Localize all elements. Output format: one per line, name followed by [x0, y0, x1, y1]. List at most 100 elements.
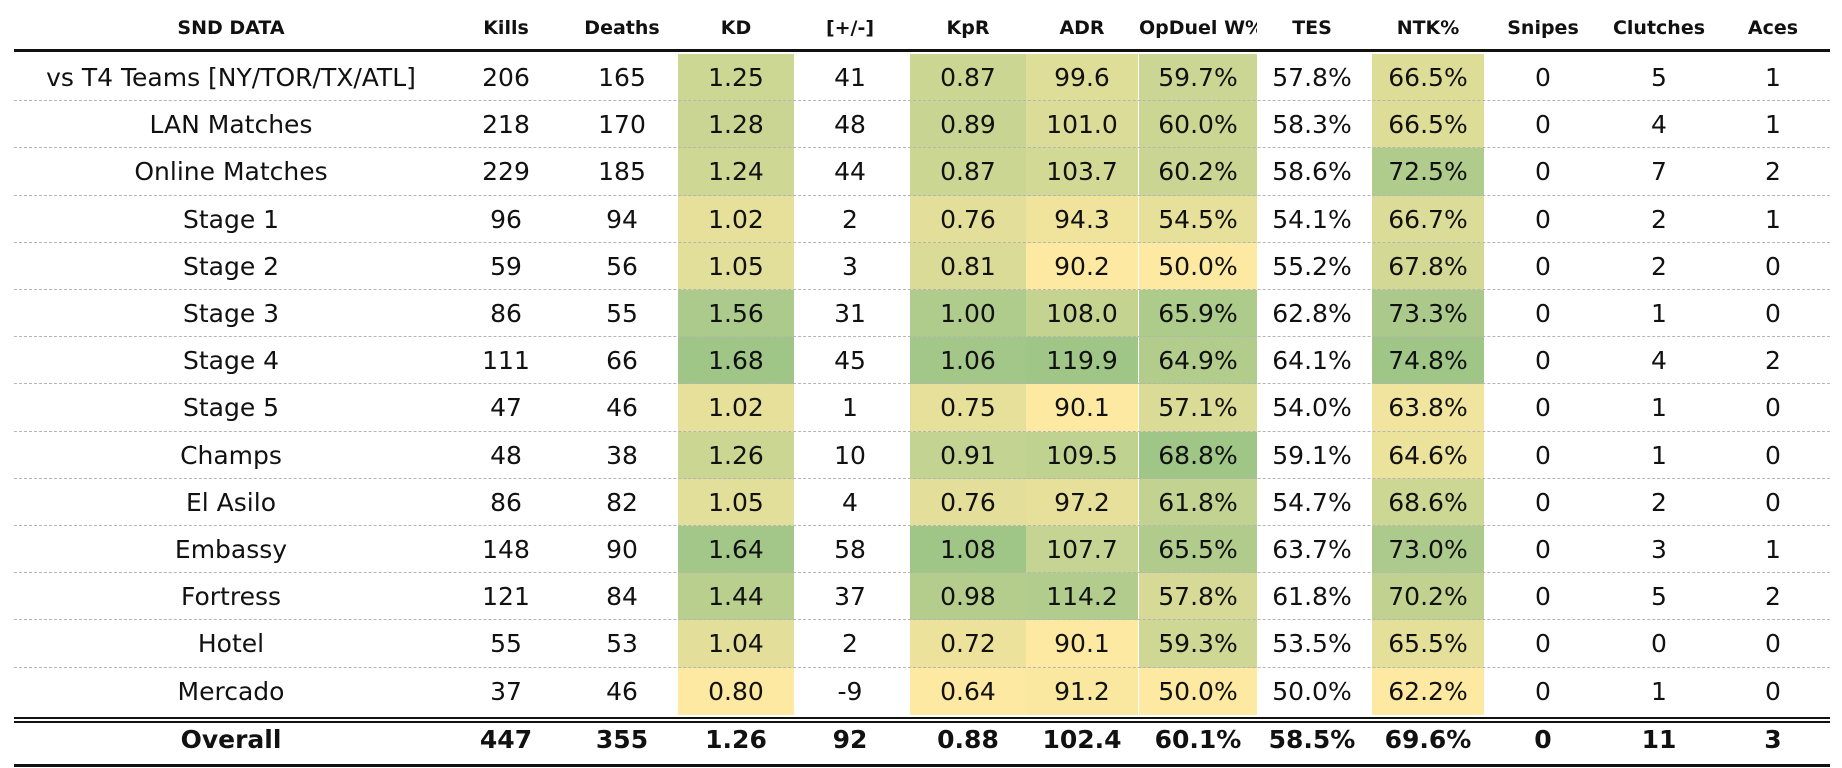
data-cell: 1	[1651, 299, 1667, 328]
row-separator	[14, 572, 1830, 573]
data-cell: 54.7%	[1272, 488, 1352, 517]
header-rule	[14, 49, 1830, 52]
data-cell: 0	[1535, 110, 1551, 139]
data-cell: 0	[1535, 299, 1551, 328]
data-cell: 1	[1651, 441, 1667, 470]
row-separator	[14, 100, 1830, 101]
data-cell: 62.2%	[1372, 668, 1484, 715]
data-cell: 86	[490, 488, 522, 517]
data-cell: 0	[1765, 252, 1781, 281]
data-cell: 63.7%	[1272, 535, 1352, 564]
row-label: Online Matches	[134, 157, 328, 186]
data-cell: 60.0%	[1139, 101, 1257, 148]
row-separator	[14, 525, 1830, 526]
data-cell: 72.5%	[1372, 148, 1484, 196]
data-cell: 0.72	[910, 620, 1026, 668]
data-cell: 4	[1651, 346, 1667, 375]
data-cell: 165	[598, 63, 646, 92]
data-cell: 3	[1651, 535, 1667, 564]
data-cell: 65.5%	[1372, 620, 1484, 668]
data-cell: 65.5%	[1139, 526, 1257, 573]
data-cell: 148	[482, 535, 530, 564]
data-cell: 97.2	[1026, 479, 1138, 526]
data-cell: 31	[834, 299, 866, 328]
data-cell: 61.8%	[1139, 479, 1257, 526]
total-cell: 1.26	[705, 725, 767, 754]
data-cell: 53.5%	[1272, 629, 1352, 658]
data-cell: 58.6%	[1272, 157, 1352, 186]
data-cell: 0	[1535, 535, 1551, 564]
total-cell: 102.4	[1042, 725, 1122, 754]
total-cell: 447	[479, 725, 533, 754]
table-title: SND DATA	[177, 17, 285, 39]
data-cell: 0	[1765, 441, 1781, 470]
data-cell: 48	[490, 441, 522, 470]
data-cell: 0.89	[910, 101, 1026, 148]
data-cell: 82	[606, 488, 638, 517]
total-cell: 58.5%	[1268, 725, 1356, 754]
data-cell: 0	[1535, 157, 1551, 186]
data-cell: 0	[1535, 63, 1551, 92]
column-header: Deaths	[584, 17, 660, 39]
total-cell: 11	[1641, 725, 1677, 754]
data-cell: 55.2%	[1272, 252, 1352, 281]
total-cell: 0.88	[937, 725, 999, 754]
data-cell: 1.05	[678, 479, 794, 526]
data-cell: 2	[1765, 346, 1781, 375]
data-cell: 7	[1651, 157, 1667, 186]
data-cell: 70.2%	[1372, 573, 1484, 620]
data-cell: 57.1%	[1139, 384, 1257, 432]
data-cell: 54.0%	[1272, 393, 1352, 422]
data-cell: 4	[842, 488, 858, 517]
total-double-rule	[14, 717, 1830, 723]
row-separator	[14, 619, 1830, 620]
data-cell: 1.06	[910, 337, 1026, 384]
data-cell: 0	[1535, 582, 1551, 611]
data-cell: 2	[1651, 252, 1667, 281]
data-cell: 0	[1535, 441, 1551, 470]
data-cell: 0.87	[910, 54, 1026, 101]
data-cell: 73.0%	[1372, 526, 1484, 573]
row-separator	[14, 195, 1830, 196]
data-cell: 41	[834, 63, 866, 92]
data-cell: 0	[1535, 677, 1551, 706]
data-cell: 68.8%	[1139, 432, 1257, 479]
data-cell: 64.1%	[1272, 346, 1352, 375]
data-cell: 0.76	[910, 479, 1026, 526]
data-cell: 48	[834, 110, 866, 139]
data-cell: 90.2	[1026, 243, 1138, 290]
data-cell: 107.7	[1026, 526, 1138, 573]
data-cell: 55	[490, 629, 522, 658]
data-cell: 44	[834, 157, 866, 186]
row-label: Fortress	[180, 582, 282, 611]
data-cell: 3	[842, 252, 858, 281]
data-cell: 0	[1535, 488, 1551, 517]
data-cell: 0	[1535, 205, 1551, 234]
data-cell: 2	[842, 205, 858, 234]
data-cell: 53	[606, 629, 638, 658]
row-separator	[14, 147, 1830, 148]
data-cell: 1.24	[678, 148, 794, 196]
data-cell: 4	[1651, 110, 1667, 139]
data-cell: 2	[1765, 157, 1781, 186]
data-cell: 57.8%	[1139, 573, 1257, 620]
data-cell: 1	[1765, 110, 1781, 139]
data-cell: 50.0%	[1139, 243, 1257, 290]
data-cell: 62.8%	[1272, 299, 1352, 328]
data-cell: 0.80	[678, 668, 794, 715]
bottom-rule	[14, 764, 1830, 767]
row-separator	[14, 289, 1830, 290]
data-cell: 60.2%	[1139, 148, 1257, 196]
data-cell: 119.9	[1026, 337, 1138, 384]
row-label: Stage 5	[182, 393, 280, 422]
data-cell: 66	[606, 346, 638, 375]
data-cell: 90.1	[1026, 384, 1138, 432]
data-cell: 0.81	[910, 243, 1026, 290]
data-cell: 0.64	[910, 668, 1026, 715]
data-cell: 38	[606, 441, 638, 470]
data-cell: 46	[606, 393, 638, 422]
column-header: Kills	[483, 17, 529, 39]
data-cell: 57.8%	[1272, 63, 1352, 92]
data-cell: 185	[598, 157, 646, 186]
data-cell: 68.6%	[1372, 479, 1484, 526]
